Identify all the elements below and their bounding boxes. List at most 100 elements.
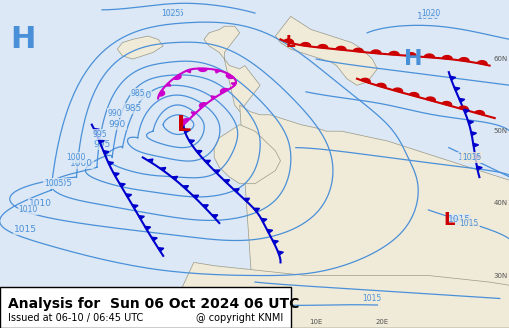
Polygon shape bbox=[119, 183, 125, 187]
Polygon shape bbox=[454, 87, 459, 91]
Polygon shape bbox=[223, 180, 229, 183]
Polygon shape bbox=[352, 48, 362, 52]
Text: 1025: 1025 bbox=[162, 9, 184, 18]
Polygon shape bbox=[467, 120, 472, 124]
Polygon shape bbox=[165, 83, 171, 86]
Polygon shape bbox=[173, 74, 181, 79]
Text: 1000: 1000 bbox=[70, 159, 93, 169]
Polygon shape bbox=[272, 240, 278, 244]
Polygon shape bbox=[182, 119, 189, 124]
Text: 985: 985 bbox=[130, 89, 145, 98]
Polygon shape bbox=[199, 103, 207, 108]
Polygon shape bbox=[233, 189, 239, 192]
Text: L: L bbox=[442, 211, 454, 229]
Polygon shape bbox=[103, 151, 109, 154]
Polygon shape bbox=[204, 26, 260, 112]
Polygon shape bbox=[458, 98, 464, 102]
Polygon shape bbox=[458, 58, 468, 62]
Polygon shape bbox=[408, 92, 418, 97]
Text: 1020: 1020 bbox=[416, 12, 439, 21]
Polygon shape bbox=[113, 173, 119, 176]
Polygon shape bbox=[231, 83, 236, 86]
Polygon shape bbox=[220, 89, 228, 93]
Text: 1015: 1015 bbox=[268, 287, 292, 297]
Polygon shape bbox=[158, 248, 163, 251]
Polygon shape bbox=[188, 140, 194, 143]
Polygon shape bbox=[441, 55, 451, 59]
Polygon shape bbox=[474, 154, 479, 158]
Text: @ copyright KNMI: @ copyright KNMI bbox=[195, 313, 282, 323]
Text: 985: 985 bbox=[124, 104, 141, 113]
Text: 1015: 1015 bbox=[192, 300, 215, 310]
Text: 1015: 1015 bbox=[459, 218, 478, 228]
Text: Analysis for  Sun 06 Oct 2024 06 UTC: Analysis for Sun 06 Oct 2024 06 UTC bbox=[8, 297, 298, 311]
Text: 1015: 1015 bbox=[362, 294, 381, 303]
Polygon shape bbox=[476, 61, 486, 65]
Text: 10E: 10E bbox=[309, 319, 322, 325]
Polygon shape bbox=[202, 205, 208, 208]
Polygon shape bbox=[184, 129, 189, 133]
Polygon shape bbox=[476, 166, 481, 170]
Text: 20E: 20E bbox=[375, 319, 388, 325]
Polygon shape bbox=[317, 45, 327, 48]
Polygon shape bbox=[213, 170, 219, 174]
Polygon shape bbox=[172, 176, 177, 180]
Text: 1020: 1020 bbox=[420, 9, 440, 18]
Polygon shape bbox=[185, 69, 190, 73]
Polygon shape bbox=[376, 83, 385, 88]
Text: 995: 995 bbox=[93, 140, 110, 149]
Polygon shape bbox=[239, 105, 509, 328]
Text: 990: 990 bbox=[108, 120, 126, 129]
Text: 980: 980 bbox=[134, 91, 151, 100]
Text: 30N: 30N bbox=[492, 273, 506, 278]
Polygon shape bbox=[211, 215, 217, 218]
Polygon shape bbox=[94, 129, 99, 132]
Polygon shape bbox=[253, 208, 259, 212]
Polygon shape bbox=[204, 160, 210, 164]
Polygon shape bbox=[215, 70, 220, 73]
Polygon shape bbox=[458, 106, 467, 111]
Polygon shape bbox=[147, 159, 153, 163]
Polygon shape bbox=[474, 111, 484, 115]
Polygon shape bbox=[441, 101, 450, 106]
Polygon shape bbox=[226, 73, 234, 78]
Text: H: H bbox=[403, 49, 421, 69]
FancyBboxPatch shape bbox=[0, 287, 290, 328]
Text: 1010: 1010 bbox=[18, 205, 38, 215]
Polygon shape bbox=[192, 195, 198, 199]
Polygon shape bbox=[392, 88, 402, 92]
Polygon shape bbox=[198, 69, 207, 72]
Polygon shape bbox=[266, 229, 272, 233]
Text: H: H bbox=[10, 25, 36, 54]
Polygon shape bbox=[277, 251, 283, 255]
Text: 1015: 1015 bbox=[14, 225, 37, 234]
Polygon shape bbox=[449, 76, 455, 80]
Polygon shape bbox=[195, 151, 202, 154]
Polygon shape bbox=[405, 53, 415, 56]
Text: L: L bbox=[176, 115, 190, 134]
Text: 1005: 1005 bbox=[49, 179, 73, 188]
Text: 995: 995 bbox=[92, 130, 106, 139]
Polygon shape bbox=[425, 97, 435, 102]
Polygon shape bbox=[191, 112, 196, 115]
Polygon shape bbox=[107, 162, 114, 165]
Polygon shape bbox=[300, 43, 310, 47]
Text: 1015: 1015 bbox=[446, 215, 470, 224]
Polygon shape bbox=[151, 237, 157, 241]
Polygon shape bbox=[214, 125, 280, 184]
Polygon shape bbox=[261, 218, 266, 222]
Text: 50N: 50N bbox=[492, 128, 506, 134]
Polygon shape bbox=[211, 96, 216, 99]
Polygon shape bbox=[275, 16, 377, 85]
Polygon shape bbox=[182, 186, 188, 189]
Text: 1000: 1000 bbox=[66, 153, 85, 162]
Text: 10W: 10W bbox=[185, 319, 202, 325]
Text: 990: 990 bbox=[107, 109, 122, 118]
Text: 60N: 60N bbox=[492, 56, 506, 62]
Polygon shape bbox=[243, 198, 249, 202]
Polygon shape bbox=[463, 109, 468, 113]
Polygon shape bbox=[138, 215, 144, 219]
Polygon shape bbox=[388, 51, 399, 55]
Text: L: L bbox=[286, 35, 295, 50]
Text: 40N: 40N bbox=[492, 200, 506, 206]
